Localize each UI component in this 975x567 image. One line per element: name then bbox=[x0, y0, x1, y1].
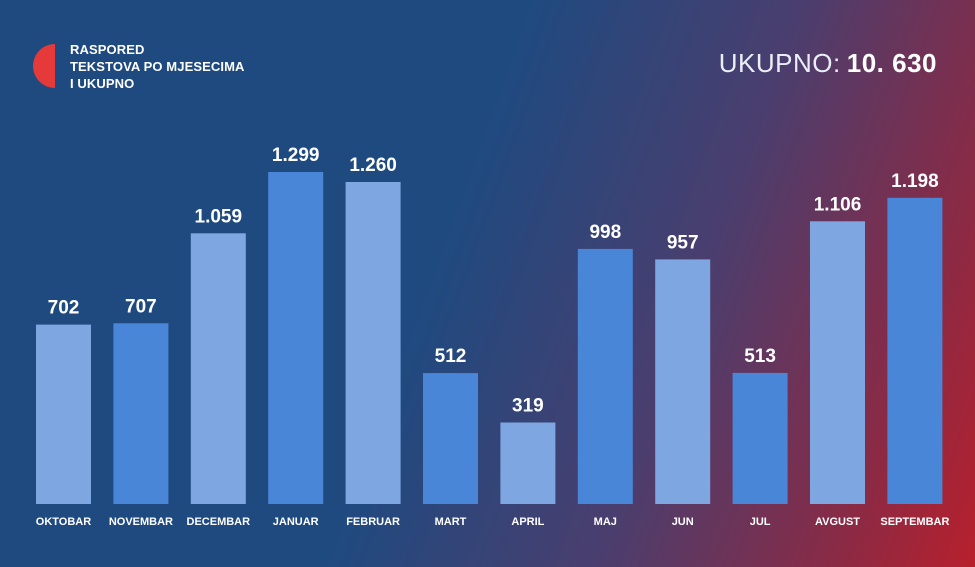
category-label-oktobar: OKTOBAR bbox=[36, 516, 91, 528]
logo-icon bbox=[33, 44, 55, 88]
category-label-avgust: AVGUST bbox=[815, 516, 860, 528]
bar-april bbox=[500, 422, 556, 504]
total-value: 10. 630 bbox=[846, 48, 937, 78]
value-label-februar: 1.260 bbox=[349, 155, 397, 176]
category-label-septembar: SEPTEMBAR bbox=[880, 516, 949, 528]
value-label-april: 319 bbox=[512, 396, 544, 417]
value-label-jul: 513 bbox=[744, 346, 776, 367]
value-label-maj: 998 bbox=[589, 222, 621, 243]
category-label-januar: JANUAR bbox=[273, 516, 319, 528]
bar-jul bbox=[732, 372, 788, 504]
bar-avgust bbox=[810, 221, 865, 505]
category-label-novembar: NOVEMBAR bbox=[109, 516, 173, 528]
bar-februar bbox=[345, 182, 401, 504]
category-label-jul: JUL bbox=[750, 516, 771, 528]
value-label-januar: 1.299 bbox=[272, 145, 320, 166]
bar-septembar bbox=[887, 197, 943, 505]
total-summary: UKUPNO: 10. 630 bbox=[719, 48, 937, 79]
title-line-1: RASPORED bbox=[70, 42, 145, 57]
category-label-decembar: DECEMBAR bbox=[187, 516, 251, 528]
category-label-mart: MART bbox=[435, 516, 467, 528]
value-label-avgust: 1.106 bbox=[814, 194, 862, 215]
value-label-oktobar: 702 bbox=[48, 298, 80, 319]
bar-januar bbox=[268, 172, 324, 504]
title-line-2: TEKSTOVA PO MJESECIMA bbox=[70, 59, 245, 74]
value-label-jun: 957 bbox=[667, 232, 699, 253]
value-label-novembar: 707 bbox=[125, 296, 157, 317]
total-label: UKUPNO: bbox=[718, 48, 841, 78]
category-label-maj: MAJ bbox=[594, 516, 617, 528]
category-label-jun: JUN bbox=[672, 516, 694, 528]
bar-oktobar bbox=[36, 324, 91, 504]
category-label-april: APRIL bbox=[511, 516, 544, 528]
chart-title: RASPORED TEKSTOVA PO MJESECIMA I UKUPNO bbox=[70, 41, 245, 92]
bar-mart bbox=[423, 373, 478, 504]
bar-novembar bbox=[113, 323, 169, 504]
value-label-decembar: 1.059 bbox=[195, 206, 243, 227]
bar-decembar bbox=[190, 233, 246, 505]
bar-maj bbox=[577, 248, 633, 504]
value-label-septembar: 1.198 bbox=[891, 171, 939, 192]
title-line-3: I UKUPNO bbox=[70, 76, 135, 91]
category-label-februar: FEBRUAR bbox=[346, 516, 400, 528]
bar-jun bbox=[655, 259, 711, 504]
value-label-mart: 512 bbox=[435, 346, 467, 367]
